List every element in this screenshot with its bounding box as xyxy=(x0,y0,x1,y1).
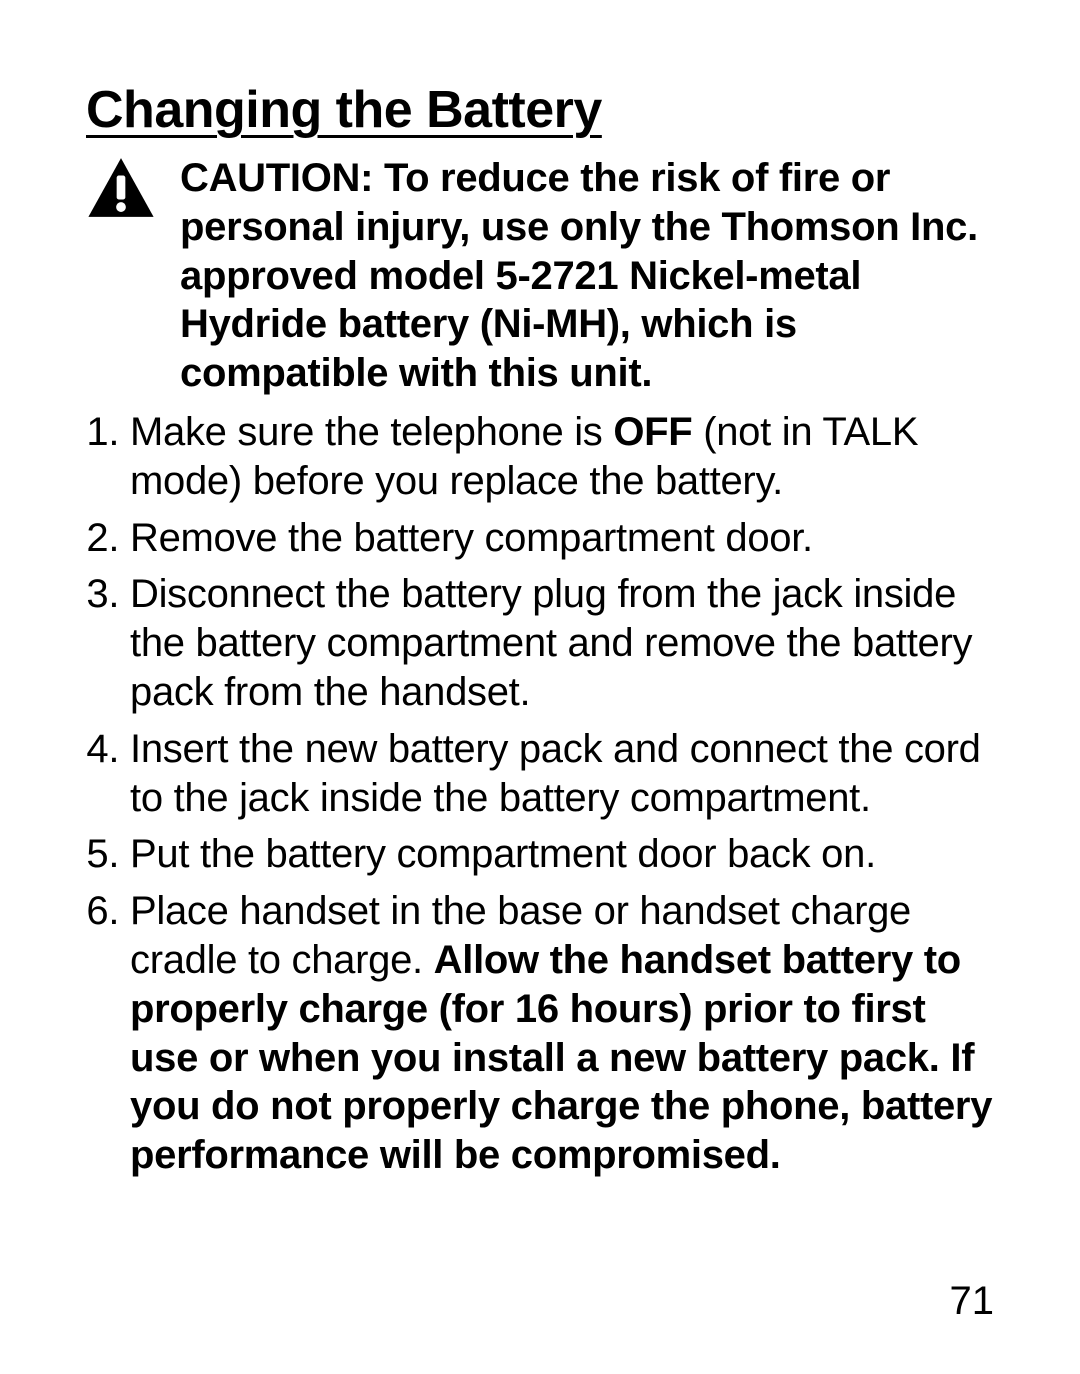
step-1: Make sure the telephone is OFF (not in T… xyxy=(130,408,994,506)
caution-block: CAUTION: To reduce the risk of fire or p… xyxy=(86,154,994,398)
manual-page: Changing the Battery CAUTION: To reduce … xyxy=(0,0,1080,1374)
steps-list: Make sure the telephone is OFF (not in T… xyxy=(86,408,994,1180)
step-text: Disconnect the battery plug from the jac… xyxy=(130,572,972,714)
caution-text: CAUTION: To reduce the risk of fire or p… xyxy=(180,154,994,398)
warning-triangle-icon xyxy=(86,156,156,219)
page-title: Changing the Battery xyxy=(86,80,994,140)
step-text: Insert the new battery pack and connect … xyxy=(130,727,981,820)
step-4: Insert the new battery pack and connect … xyxy=(130,725,994,823)
step-2: Remove the battery compartment door. xyxy=(130,514,994,563)
step-bold: OFF xyxy=(613,410,692,454)
page-number: 71 xyxy=(950,1279,995,1324)
step-3: Disconnect the battery plug from the jac… xyxy=(130,570,994,716)
step-5: Put the battery compartment door back on… xyxy=(130,830,994,879)
step-6: Place handset in the base or handset cha… xyxy=(130,887,994,1180)
step-text: Remove the battery compartment door. xyxy=(130,516,813,560)
step-text: Put the battery compartment door back on… xyxy=(130,832,876,876)
step-text: Make sure the telephone is xyxy=(130,410,613,454)
